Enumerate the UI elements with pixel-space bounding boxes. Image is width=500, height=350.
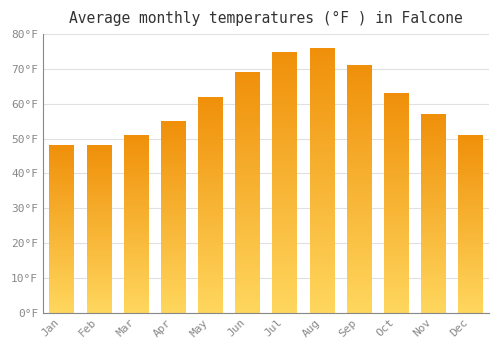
Title: Average monthly temperatures (°F ) in Falcone: Average monthly temperatures (°F ) in Fa… bbox=[69, 11, 463, 26]
